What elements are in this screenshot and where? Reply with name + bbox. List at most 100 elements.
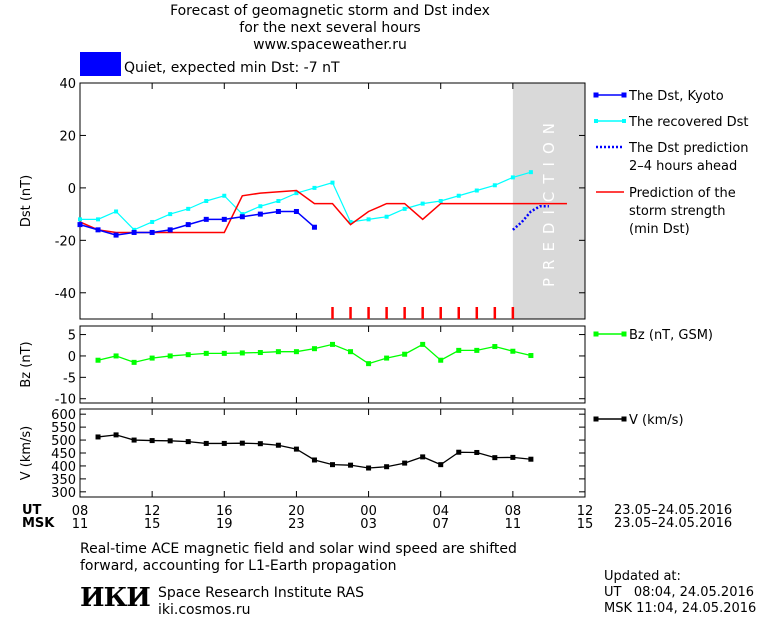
recovered-dst-point [528,170,533,175]
dst-kyoto-point [167,227,173,233]
dst-kyoto-point [275,208,281,214]
recovered-dst-point [204,199,209,203]
dst-kyoto-point [77,222,83,228]
dst-panel-frame [79,82,586,320]
bz-point [221,350,227,356]
speed-point [492,455,498,461]
msk-tick-label: 11 [72,517,89,532]
speed-point [167,438,173,444]
speed-point [257,441,263,447]
v-y-tick-label: 300 [51,486,76,501]
v-panel-frame [79,408,586,498]
bz-point [492,344,498,350]
speed-point [203,440,209,446]
dst-kyoto-point [95,227,101,233]
bz-point [185,352,191,358]
bz-y-tick-label: -10 [55,393,76,408]
dst-kyoto-point [185,222,191,228]
bz-point [95,357,101,363]
institute-name: Space Research Institute RAS [158,585,364,601]
ut-date-range: 23.05–24.05.2016 [614,503,733,518]
msk-tick-label: 15 [577,517,594,532]
v-y-tick-label: 350 [51,473,76,488]
msk-tick-label: 15 [144,517,161,532]
speed-point [348,462,354,468]
ut-tick-label: 12 [144,504,161,519]
ut-axis-label: UT [22,503,42,518]
ut-tick-label: 04 [432,504,449,519]
ut-tick-label: 08 [505,504,522,519]
recovered-dst-point [150,219,155,224]
speed-point [149,438,155,444]
speed-point [275,442,281,448]
speed-point [221,440,227,446]
bz-legend-marker [593,331,599,337]
recovered-dst-point [420,201,425,206]
bz-point [528,353,534,359]
msk-tick-label: 07 [432,517,449,532]
bz-point [402,351,408,357]
speed-point [384,464,390,470]
bz-point [384,355,390,361]
chart-title-line2: for the next several hours [239,20,421,36]
recovered-dst-point [168,212,173,217]
bz-point [275,349,281,355]
bz-point [438,357,444,363]
dst-kyoto-legend-label: The Dst, Kyoto [628,89,724,104]
updated-ut: UT 08:04, 24.05.2016 [604,585,755,600]
dst-y-axis-label: Dst (nT) [19,175,34,227]
bz-y-tick-label: 0 [68,350,76,365]
bz-legend-label: Bz (nT, GSM) [629,328,713,343]
ut-tick-label: 12 [577,504,594,519]
institute-site-link[interactable]: iki.cosmos.ru [158,602,251,618]
bz-y-tick-label: 5 [68,329,76,344]
dst-kyoto-point [131,229,137,235]
speed-point [113,432,119,438]
recovered-dst-point [456,193,461,198]
speed-point [131,437,137,443]
dst-kyoto-point [221,216,227,222]
recovered-dst-point [114,209,119,214]
recovered-dst-point [366,217,371,222]
recovered-dst-point [492,183,497,188]
speed-line [97,434,531,469]
data-source-note-line1: Real-time ACE magnetic field and solar w… [80,541,517,557]
recovered-dst-point [186,206,191,211]
updated-label: Updated at: [604,569,681,584]
bz-panel-frame [79,325,586,404]
speed-point [311,457,317,463]
storm-prediction-line [79,189,567,234]
speed-point [456,449,462,455]
dst-kyoto-point [239,214,245,220]
msk-tick-label: 03 [360,517,377,532]
dst-prediction-legend-label: The Dst prediction [628,141,749,156]
speed-point [474,449,480,455]
bz-point [239,350,245,356]
speed-point [402,460,408,466]
msk-axis-label: MSK [22,516,55,531]
recovered-dst-point [348,219,353,224]
chart-title-line1: Forecast of geomagnetic storm and Dst in… [170,3,490,19]
recovered-dst-line [80,171,532,231]
recovered-dst-legend-marker [594,119,598,123]
bz-point [149,355,155,361]
speed-point [420,454,426,460]
recovered-dst-point [222,193,227,198]
dst-kyoto-point [293,208,299,214]
speed-legend-label: V (km/s) [629,413,684,428]
msk-tick-label: 19 [216,517,233,532]
msk-tick-label: 11 [505,517,522,532]
recovered-dst-legend-marker [622,119,626,123]
dst-kyoto-point [311,224,317,230]
speed-point [239,440,245,446]
storm-prediction-legend-label: storm strength [629,204,726,219]
dst-kyoto-line [79,210,315,236]
speed-point [330,462,335,468]
bz-point [330,341,335,347]
status-color-swatch [80,52,121,76]
recovered-dst-point [438,199,443,203]
dst-y-tick-label: 40 [59,77,76,92]
dst-kyoto-point [113,232,119,238]
recovered-dst-legend-label: The recovered Dst [628,115,748,130]
ut-tick-label: 00 [360,504,377,519]
